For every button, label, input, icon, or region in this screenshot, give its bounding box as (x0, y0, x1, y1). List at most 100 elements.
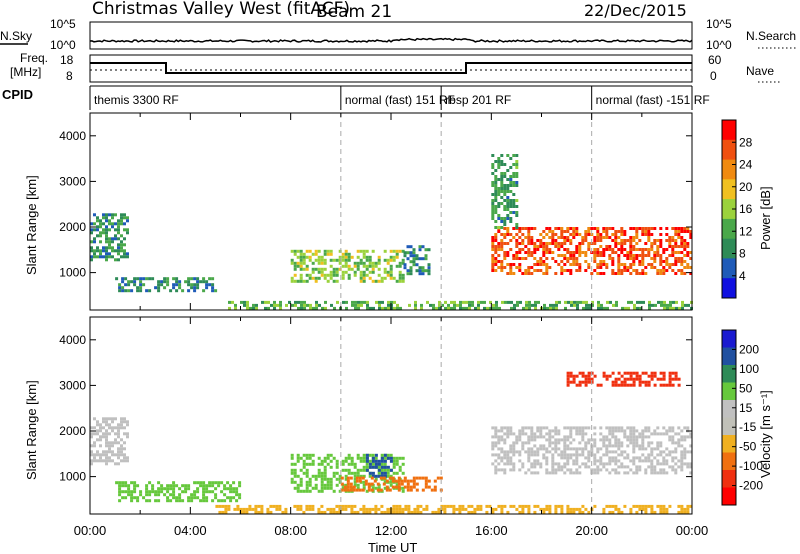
range-gate-cell (93, 213, 96, 217)
range-gate-cell (548, 251, 552, 254)
range-gate-cell (593, 254, 597, 257)
range-gate-cell (494, 193, 498, 196)
range-gate-cell (593, 260, 597, 263)
range-gate-cell (542, 263, 546, 266)
range-gate-cell (453, 306, 456, 310)
range-gate-cell (650, 447, 654, 451)
range-gate-cell (663, 300, 666, 304)
range-gate-cell (166, 499, 170, 503)
range-gate-cell (254, 507, 258, 511)
range-gate-cell (105, 462, 108, 466)
range-gate-cell (492, 306, 495, 310)
range-gate-cell (332, 456, 336, 460)
range-gate-cell (644, 507, 648, 511)
range-gate-cell (290, 480, 294, 484)
range-gate-cell (545, 257, 549, 260)
date-title: 22/Dec/2015 (584, 1, 687, 20)
range-gate-cell (629, 236, 633, 239)
range-gate-cell (530, 453, 534, 457)
range-gate-cell (503, 193, 507, 196)
range-gate-cell (317, 474, 321, 478)
range-gate-cell (214, 481, 218, 485)
range-gate-cell (114, 462, 117, 466)
range-gate-cell (558, 300, 561, 304)
range-gate-cell (380, 504, 384, 508)
range-gate-cell (383, 258, 387, 262)
x-tick-label: 00:00 (74, 523, 107, 538)
range-gate-cell (221, 510, 225, 514)
range-gate-cell (527, 447, 531, 451)
range-gate-cell (467, 510, 471, 514)
range-gate-cell (644, 459, 648, 463)
range-gate-cell (518, 510, 522, 514)
range-gate-cell (320, 480, 324, 484)
range-gate-cell (576, 300, 579, 304)
range-gate-cell (120, 255, 123, 259)
range-gate-cell (437, 510, 441, 514)
range-gate-cell (491, 239, 495, 242)
range-gate-cell (124, 484, 128, 488)
range-gate-cell (418, 272, 422, 276)
range-gate-cell (494, 441, 498, 445)
range-gate-cell (353, 261, 357, 265)
range-gate-cell (362, 261, 366, 265)
range-gate-cell (350, 255, 354, 259)
range-gate-cell (584, 432, 588, 436)
range-gate-cell (329, 264, 333, 268)
range-gate-cell (632, 371, 636, 375)
range-gate-cell (352, 488, 356, 492)
range-gate-cell (340, 476, 344, 480)
range-gate-cell (500, 181, 504, 184)
range-gate-cell (120, 420, 123, 424)
range-gate-cell (196, 490, 200, 494)
range-gate-cell (157, 493, 161, 497)
range-gate-cell (653, 447, 657, 451)
range-gate-cell (509, 447, 513, 451)
range-gate-cell (641, 459, 645, 463)
range-gate-cell (569, 251, 573, 254)
range-gate-cell (677, 377, 681, 381)
range-gate-cell (629, 426, 633, 430)
range-gate-cell (169, 289, 173, 293)
range-gate-cell (584, 447, 588, 451)
range-gate-cell (548, 510, 552, 514)
range-gate-cell (398, 276, 402, 280)
range-gate-cell (403, 476, 407, 480)
range-gate-cell (266, 507, 270, 511)
colorbar-segment (722, 330, 736, 348)
range-gate-cell (653, 239, 657, 242)
range-gate-cell (245, 507, 249, 511)
range-gate-cell (355, 479, 359, 483)
range-gate-cell (536, 459, 540, 463)
range-gate-cell (293, 480, 297, 484)
range-gate-cell (419, 504, 423, 508)
range-gate-cell (395, 255, 399, 259)
range-gate-cell (320, 477, 324, 481)
range-gate-cell (689, 435, 693, 439)
range-gate-cell (267, 306, 270, 310)
range-gate-cell (296, 453, 300, 457)
range-gate-cell (563, 465, 567, 469)
range-gate-cell (338, 480, 342, 484)
range-gate-cell (335, 459, 339, 463)
range-gate-cell (525, 306, 528, 310)
range-gate-cell (344, 459, 348, 463)
range-gate-cell (178, 286, 182, 290)
range-gate-cell (503, 266, 507, 269)
range-gate-cell (605, 444, 609, 448)
range-gate-cell (674, 272, 678, 275)
range-gate-cell (524, 269, 528, 272)
range-gate-cell (518, 248, 522, 251)
range-gate-cell (409, 272, 413, 276)
range-gate-cell (623, 371, 627, 375)
range-gate-cell (629, 510, 633, 514)
range-gate-cell (362, 483, 366, 487)
range-gate-cell (623, 380, 627, 384)
range-gate-cell (653, 374, 657, 378)
range-gate-cell (99, 423, 102, 427)
range-gate-cell (190, 493, 194, 497)
range-gate-cell (117, 228, 120, 232)
range-gate-cell (557, 447, 561, 451)
